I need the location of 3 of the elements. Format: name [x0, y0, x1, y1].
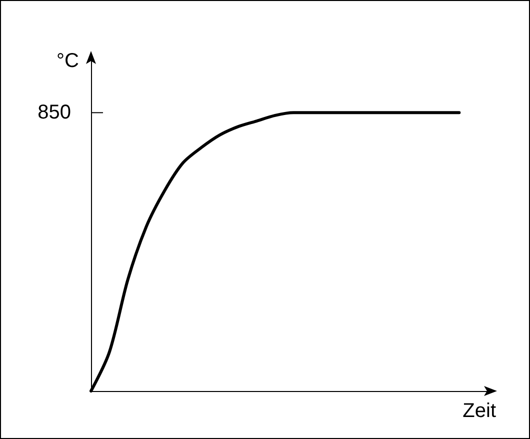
- x-axis-title: Zeit: [462, 400, 496, 422]
- text: 850: [38, 102, 71, 124]
- y-axis-title: °C: [56, 50, 79, 72]
